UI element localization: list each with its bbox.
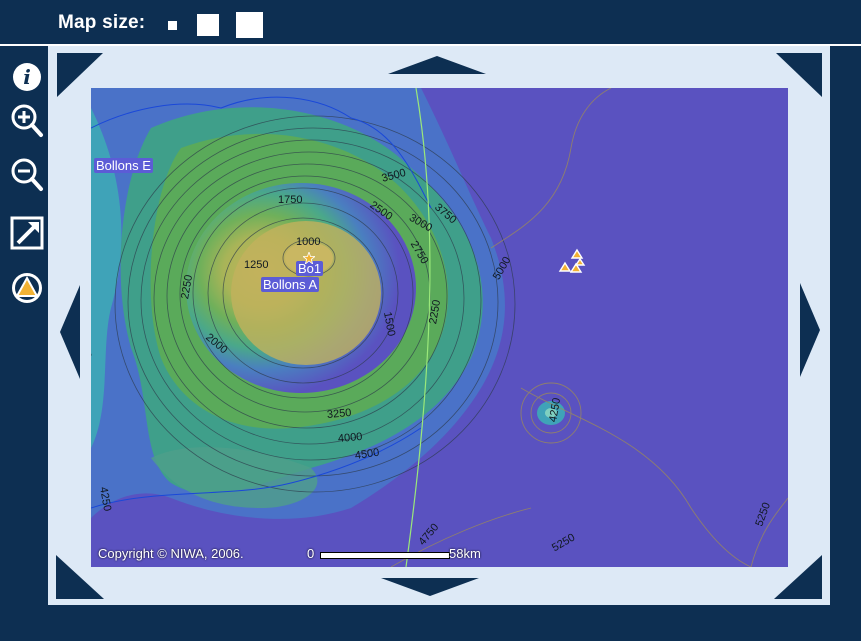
arrow-north-icon	[388, 56, 486, 74]
pan-northeast-button[interactable]	[776, 53, 822, 97]
scale-start-label: 0	[307, 546, 315, 561]
external-link-button[interactable]	[8, 214, 46, 252]
svg-text:i: i	[23, 65, 31, 89]
zoom-in-button[interactable]	[8, 102, 46, 140]
star-marker-icon[interactable]	[303, 252, 315, 264]
zoom-out-button[interactable]	[8, 156, 46, 194]
pan-east-button[interactable]	[800, 283, 820, 377]
bathymetry-map[interactable]: 1000 1250 1500 1750 2000 2250 2250 2500 …	[91, 88, 788, 567]
contour-label: 3250	[326, 406, 352, 421]
layers-icon	[12, 273, 42, 303]
arrow-west-icon	[60, 285, 80, 379]
top-bar: Map size:	[0, 0, 861, 46]
pan-northwest-button[interactable]	[57, 53, 103, 97]
site-label-bollons-e[interactable]: Bollons E	[94, 158, 153, 173]
bottom-bar	[0, 605, 861, 641]
site-label-bo1[interactable]: Bo1	[296, 261, 324, 276]
zoom-in-icon	[11, 104, 43, 137]
map-toolbar: i	[0, 46, 48, 346]
right-strip	[830, 46, 861, 605]
arrow-northeast-icon	[776, 53, 822, 97]
pan-southeast-button[interactable]	[774, 555, 822, 599]
arrow-east-icon	[800, 283, 820, 377]
info-button[interactable]: i	[8, 58, 46, 96]
sample-site-markers-icon[interactable]	[557, 248, 587, 276]
map-size-large-button[interactable]	[236, 12, 263, 38]
map-size-label: Map size:	[58, 12, 146, 33]
arrow-southwest-icon	[56, 555, 104, 599]
contour-label: 4000	[337, 430, 363, 445]
map-size-small-button[interactable]	[168, 21, 177, 30]
layers-button[interactable]	[8, 268, 46, 306]
contour-label: 1000	[296, 236, 321, 248]
zoom-out-icon	[11, 158, 43, 191]
pan-south-button[interactable]	[381, 578, 479, 596]
scale-bar	[320, 552, 450, 559]
scale-end-label: 58km	[449, 546, 481, 561]
pan-southwest-button[interactable]	[56, 555, 104, 599]
arrow-south-icon	[381, 578, 479, 596]
site-label-bollons-a[interactable]: Bollons A	[261, 277, 320, 292]
arrow-southeast-icon	[774, 555, 822, 599]
info-icon: i	[13, 63, 41, 91]
pan-west-button[interactable]	[60, 285, 80, 379]
external-link-icon	[10, 216, 44, 250]
bathymetry-terrain	[91, 88, 788, 567]
pan-north-button[interactable]	[388, 56, 486, 74]
arrow-northwest-icon	[57, 53, 103, 97]
map-size-medium-button[interactable]	[197, 14, 219, 36]
contour-label: 1250	[244, 259, 269, 271]
contour-label: 1750	[278, 194, 303, 206]
copyright-text: Copyright © NIWA, 2006.	[98, 546, 244, 561]
